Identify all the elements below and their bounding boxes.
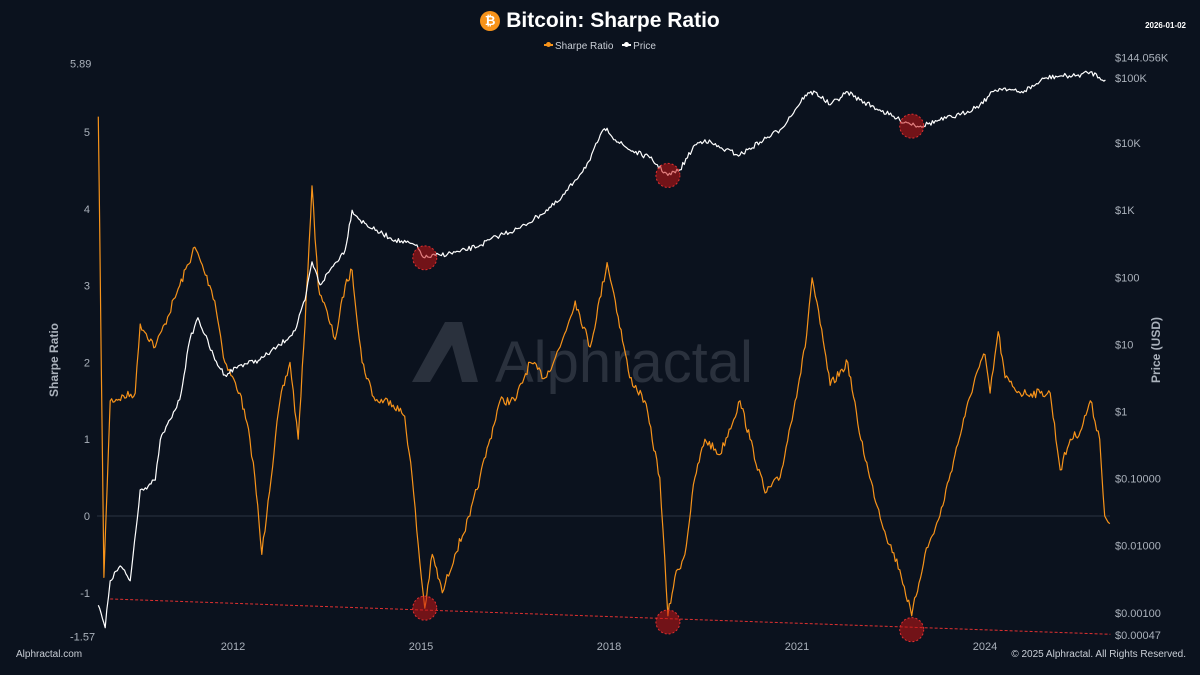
- x-tick-label: 2018: [597, 641, 621, 653]
- footer-site: Alphractal.com: [16, 649, 83, 660]
- legend-item-price[interactable]: Price: [622, 41, 656, 52]
- price-bottom-marker: [899, 113, 925, 139]
- left-tick-label: 5: [84, 127, 90, 139]
- left-tick-label: 5.89: [70, 59, 91, 71]
- right-tick-label: $1K: [1115, 205, 1135, 217]
- title-text: Bitcoin: Sharpe Ratio: [506, 9, 720, 32]
- price-bottom-marker: [412, 245, 438, 271]
- x-tick-label: 2012: [221, 641, 245, 653]
- left-axis-label: Sharpe Ratio: [47, 323, 61, 397]
- right-tick-label: $10: [1115, 339, 1133, 351]
- left-tick-label: 0: [84, 511, 90, 523]
- right-tick-label: $144.056K: [1115, 52, 1169, 64]
- sharpe-bottom-marker: [899, 617, 925, 643]
- left-tick-label: -1: [80, 588, 90, 600]
- x-tick-label: 2015: [409, 641, 433, 653]
- right-tick-label: $0.00047: [1115, 630, 1161, 642]
- date-label: 2026-01-02: [1145, 21, 1186, 30]
- left-tick-label: 4: [84, 204, 90, 216]
- left-tick-label: 3: [84, 281, 90, 293]
- x-tick-label: 2024: [973, 641, 997, 653]
- right-tick-label: $100: [1115, 272, 1139, 284]
- watermark: Alphractal: [495, 330, 753, 395]
- left-tick-label: 2: [84, 357, 90, 369]
- left-tick-label: -1.57: [70, 632, 95, 644]
- right-axis-label: Price (USD): [1149, 317, 1163, 383]
- price-line: [97, 70, 1106, 629]
- legend-marker-icon: [544, 42, 554, 47]
- x-tick-label: 2021: [785, 641, 809, 653]
- footer-copyright: © 2025 Alphractal. All Rights Reserved.: [1011, 649, 1186, 660]
- right-tick-label: $0.10000: [1115, 474, 1161, 486]
- right-tick-label: $0.01000: [1115, 541, 1161, 553]
- legend: Sharpe Ratio Price: [0, 41, 1200, 52]
- right-tick-label: $1: [1115, 407, 1127, 419]
- legend-item-sharpe[interactable]: Sharpe Ratio: [544, 41, 613, 52]
- watermark-logo: [412, 322, 478, 382]
- right-tick-label: $0.00100: [1115, 608, 1161, 620]
- sharpe-ratio-line: [97, 116, 1111, 617]
- chart-title: ₿ Bitcoin: Sharpe Ratio: [0, 9, 1200, 33]
- legend-marker-icon: [622, 42, 632, 47]
- trendline: [110, 598, 1111, 635]
- sharpe-bottom-marker: [412, 595, 438, 621]
- legend-label: Price: [633, 41, 656, 52]
- legend-label: Sharpe Ratio: [555, 41, 614, 52]
- right-tick-label: $100K: [1115, 73, 1147, 85]
- left-tick-label: 1: [84, 434, 90, 446]
- price-bottom-marker: [655, 162, 681, 188]
- bitcoin-icon: ₿: [480, 11, 501, 31]
- sharpe-bottom-marker: [655, 609, 681, 635]
- right-tick-label: $10K: [1115, 138, 1141, 150]
